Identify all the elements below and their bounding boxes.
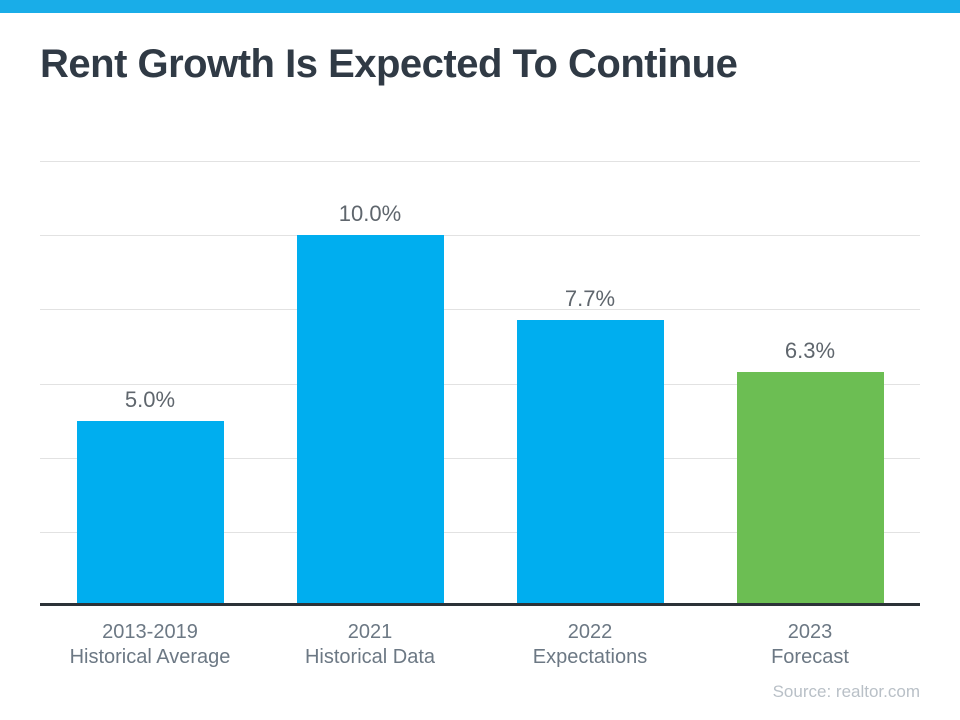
bar-value-label: 6.3% — [784, 338, 836, 364]
bar-group-2021: 10.0% — [260, 161, 480, 606]
bar-2013-2019 — [76, 420, 224, 606]
bar-2021 — [296, 235, 444, 606]
gridline — [40, 531, 920, 533]
x-label-line2: Historical Data — [304, 646, 436, 668]
x-axis-label-2022: 2022 Expectations — [480, 620, 700, 670]
bar-value-label: 5.0% — [124, 386, 176, 412]
x-label-line1: 2022 — [567, 621, 613, 643]
x-label-line1: 2023 — [787, 621, 833, 643]
bars-container: 5.0% 10.0% 7.7% 6.3% — [40, 161, 920, 606]
x-axis-label-2013-2019: 2013-2019 Historical Average — [40, 620, 260, 670]
gridline — [40, 161, 920, 162]
bar-group-2023: 6.3% — [700, 161, 920, 606]
gridline — [40, 309, 920, 311]
top-accent-bar — [0, 0, 960, 13]
bar-value-label: 7.7% — [564, 286, 616, 312]
gridline — [40, 457, 920, 459]
x-label-line2: Historical Average — [69, 646, 231, 668]
gridline — [40, 383, 920, 385]
plot-area: 5.0% 10.0% 7.7% 6.3% — [40, 161, 920, 606]
x-label-line1: 2013-2019 — [102, 621, 198, 643]
gridline — [40, 235, 920, 237]
x-axis-labels: 2013-2019 Historical Average 2021 Histor… — [40, 620, 920, 670]
x-label-line1: 2021 — [347, 621, 393, 643]
source-credit: Source: realtor.com — [772, 682, 920, 701]
bar-value-label: 10.0% — [338, 201, 402, 227]
chart-title: Rent Growth Is Expected To Continue — [40, 42, 738, 86]
x-label-line2: Forecast — [771, 646, 849, 668]
bar-group-2022: 7.7% — [480, 161, 700, 606]
x-axis-label-2021: 2021 Historical Data — [260, 620, 480, 670]
bar-group-2013-2019: 5.0% — [40, 161, 260, 606]
bar-2022 — [516, 320, 664, 606]
bar-2023 — [736, 372, 884, 606]
x-axis-line — [40, 603, 920, 606]
x-axis-label-2023: 2023 Forecast — [700, 620, 920, 670]
x-label-line2: Expectations — [532, 646, 648, 668]
